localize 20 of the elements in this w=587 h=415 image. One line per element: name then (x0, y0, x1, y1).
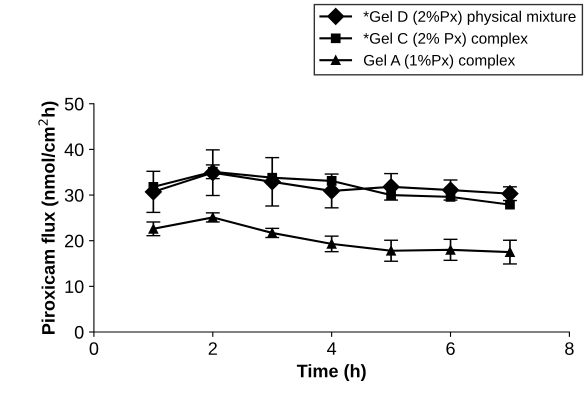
x-tick-label: 2 (208, 342, 217, 355)
x-axis-title: Time (h) (296, 364, 366, 381)
legend-label: Gel A (1%Px) complex (364, 54, 516, 69)
point (505, 200, 515, 210)
y-tick-label: 0 (74, 326, 84, 339)
x-tick-label: 0 (90, 342, 98, 355)
legend-label: *Gel C (2% Px) complex (363, 32, 528, 47)
y-tick-label: 10 (65, 280, 84, 294)
y-tick-label: 30 (64, 188, 84, 202)
legend-label: *Gel D (2%Px) physical mixture (363, 10, 576, 25)
point (386, 190, 396, 200)
y-tick-label: 20 (65, 234, 84, 248)
point (446, 192, 456, 202)
x-tick-label: 6 (446, 342, 455, 355)
x-tick-label: 8 (565, 342, 574, 355)
point (326, 176, 337, 186)
y-tick-label: 50 (64, 98, 84, 110)
x-tick-label: 4 (327, 342, 336, 355)
y-tick-label: 40 (64, 143, 84, 156)
y-axis-title: Piroxicam flux (nmol/cm$^{2}$h) (38, 102, 58, 334)
